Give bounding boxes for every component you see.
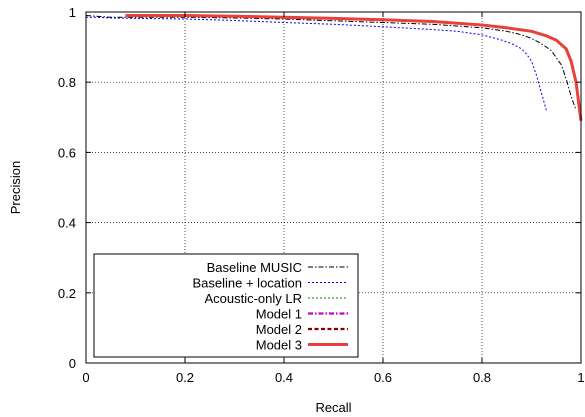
x-tick-label: 0: [82, 370, 89, 385]
legend-label: Model 3: [256, 338, 302, 353]
series-line-baseline-music: [85, 15, 577, 111]
y-tick-label: 0.6: [58, 145, 76, 160]
legend-label: Acoustic-only LR: [204, 291, 302, 306]
y-axis-label: Precision: [8, 161, 23, 214]
y-tick-label: 0.8: [58, 75, 76, 90]
y-tick-label: 0.2: [58, 286, 76, 301]
legend-label: Baseline + location: [193, 276, 303, 291]
legend-label: Baseline MUSIC: [207, 260, 302, 275]
legend-label: Model 1: [256, 307, 302, 322]
x-tick-label: 0.6: [374, 370, 392, 385]
series-line-baseline-location: [86, 16, 547, 111]
plot-frame: [85, 11, 582, 364]
series-line-acoustic-only-lr: [125, 15, 582, 121]
axis-ticks: 0 0.2 0.4 0.6 0.8 1 0 0.2 0.4 0.6 0.8 1: [58, 5, 585, 385]
legend-label: Model 2: [256, 322, 302, 337]
series-lines: [85, 14, 583, 122]
x-tick-label: 0.2: [176, 370, 194, 385]
series-line-model-1: [125, 14, 583, 121]
x-axis-label: Recall: [315, 400, 351, 415]
x-tick-label: 1: [577, 370, 584, 385]
x-tick-label: 0.4: [275, 370, 293, 385]
series-line-model-2: [125, 14, 583, 121]
y-tick-label: 0: [69, 356, 76, 371]
y-tick-label: 1: [69, 5, 76, 20]
x-tick-label: 0.8: [473, 370, 491, 385]
legend-box: [93, 253, 359, 358]
series-line-model-3: [125, 14, 583, 122]
y-tick-label: 0.4: [58, 216, 76, 231]
